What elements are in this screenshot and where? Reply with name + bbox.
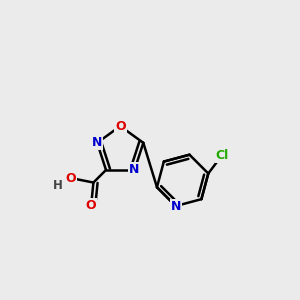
Text: Cl: Cl	[215, 148, 229, 161]
Text: H: H	[53, 179, 63, 193]
Text: O: O	[115, 120, 126, 133]
Text: O: O	[86, 199, 96, 212]
Text: N: N	[92, 136, 102, 149]
Text: N: N	[171, 200, 181, 212]
Text: N: N	[129, 164, 140, 176]
Text: O: O	[65, 172, 76, 184]
